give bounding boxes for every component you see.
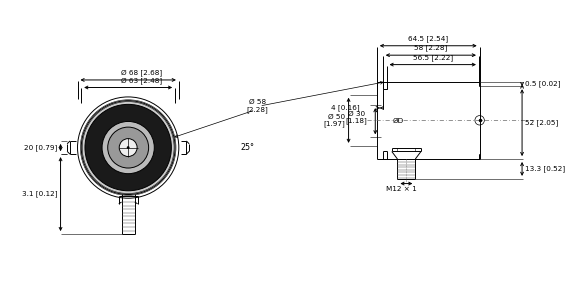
Circle shape	[81, 101, 175, 194]
Text: 4 [0.16]: 4 [0.16]	[331, 105, 360, 111]
Circle shape	[127, 146, 130, 149]
Circle shape	[85, 104, 171, 191]
Text: 20 [0.79]: 20 [0.79]	[24, 144, 57, 151]
Text: M12 × 1: M12 × 1	[386, 186, 417, 192]
Text: 3.1 [0.12]: 3.1 [0.12]	[22, 191, 57, 198]
Text: Ø 50
[1.97]: Ø 50 [1.97]	[323, 114, 345, 127]
Text: 64.5 [2.54]: 64.5 [2.54]	[408, 35, 448, 42]
Text: 56.5 [2.22]: 56.5 [2.22]	[413, 54, 453, 61]
Text: Ø 30
[1.18]: Ø 30 [1.18]	[345, 110, 367, 124]
Text: Ø 58
[2.28]: Ø 58 [2.28]	[246, 99, 268, 113]
Text: 0.5 [0.02]: 0.5 [0.02]	[525, 81, 560, 87]
Text: 58 [2.28]: 58 [2.28]	[414, 45, 447, 51]
Text: 25°: 25°	[241, 143, 255, 152]
Text: Ø 68 [2.68]: Ø 68 [2.68]	[121, 69, 162, 76]
Text: ØD: ØD	[392, 118, 403, 124]
Circle shape	[108, 127, 149, 168]
Text: Ø 63 [2.48]: Ø 63 [2.48]	[121, 77, 162, 84]
Text: 13.3 [0.52]: 13.3 [0.52]	[525, 166, 565, 172]
Circle shape	[119, 139, 137, 157]
Circle shape	[102, 121, 154, 174]
Text: 52 [2.05]: 52 [2.05]	[525, 119, 558, 126]
